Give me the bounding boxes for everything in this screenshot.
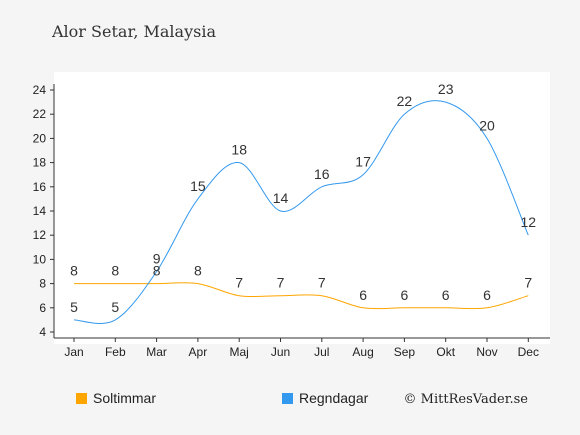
data-label-soltimmar: 8 — [70, 263, 78, 279]
y-tick-label: 16 — [33, 180, 47, 194]
data-label-regndagar: 14 — [273, 190, 289, 206]
series-line-regndagar — [73, 100, 529, 324]
data-label-soltimmar: 7 — [524, 275, 532, 291]
data-label-regndagar: 17 — [355, 154, 371, 170]
series-line-soltimmar — [74, 282, 529, 310]
x-tick-label: Okt — [436, 345, 455, 359]
data-label-soltimmar: 7 — [235, 275, 243, 291]
y-tick-label: 20 — [33, 131, 47, 145]
x-tick-label: Apr — [189, 345, 208, 359]
credit-text: © MittResVader.se — [404, 392, 529, 407]
legend-label-regndagar: Regndagar — [299, 390, 369, 406]
y-tick-label: 4 — [39, 325, 46, 339]
y-tick-label: 14 — [33, 204, 47, 218]
y-tick-label: 6 — [39, 301, 46, 315]
y-tick-label: 24 — [33, 83, 47, 97]
x-tick-label: Nov — [476, 345, 497, 359]
data-label-regndagar: 22 — [397, 93, 413, 109]
data-label-regndagar: 9 — [153, 251, 161, 267]
series-group — [73, 100, 529, 324]
y-tick-label: 8 — [39, 277, 46, 291]
data-label-regndagar: 20 — [479, 117, 495, 133]
legend: Soltimmar Regndagar — [76, 390, 369, 406]
chart-title: Alor Setar, Malaysia — [51, 22, 216, 41]
data-label-regndagar: 15 — [190, 178, 206, 194]
data-label-soltimmar: 6 — [483, 287, 491, 303]
x-tick-label: Jun — [271, 345, 290, 359]
x-tick-label: Mar — [146, 345, 167, 359]
data-label-soltimmar: 7 — [277, 275, 285, 291]
x-tick-label: Maj — [230, 345, 249, 359]
y-tick-label: 12 — [33, 228, 47, 242]
data-label-regndagar: 5 — [111, 299, 119, 315]
plot-area — [54, 72, 550, 344]
data-label-regndagar: 16 — [314, 166, 330, 182]
data-label-soltimmar: 8 — [111, 263, 119, 279]
data-label-regndagar: 5 — [70, 299, 78, 315]
data-label-regndagar: 23 — [438, 81, 454, 97]
y-tick-label: 22 — [33, 107, 47, 121]
x-tick-label: Aug — [352, 345, 373, 359]
x-tick-label: Dec — [518, 345, 539, 359]
data-label-regndagar: 18 — [231, 142, 247, 158]
data-label-soltimmar: 8 — [153, 263, 161, 279]
data-label-soltimmar: 8 — [194, 263, 202, 279]
data-label-regndagar: 12 — [521, 214, 537, 230]
data-label-soltimmar: 7 — [318, 275, 326, 291]
axes: 4 6 8 10 12 14 16 18 20 22 24 Jan Feb Mar Apr Maj Jun Jul… — [33, 83, 550, 359]
x-tick-label: Sep — [394, 345, 416, 359]
y-tick-label: 10 — [33, 252, 47, 266]
data-label-soltimmar: 6 — [359, 287, 367, 303]
data-label-soltimmar: 6 — [442, 287, 450, 303]
legend-label-soltimmar: Soltimmar — [93, 390, 156, 406]
data-label-soltimmar: 6 — [401, 287, 409, 303]
legend-swatch-regndagar — [282, 393, 293, 404]
legend-swatch-soltimmar — [76, 393, 87, 404]
data-labels: 8 8 8 8 7 7 7 6 6 6 6 7 5 5 9 15 18 14 16 17 22 23 20 12 — [70, 81, 536, 315]
y-tick-label: 18 — [33, 156, 47, 170]
x-tick-label: Jul — [314, 345, 329, 359]
x-tick-label: Feb — [105, 345, 126, 359]
x-tick-label: Jan — [64, 345, 83, 359]
